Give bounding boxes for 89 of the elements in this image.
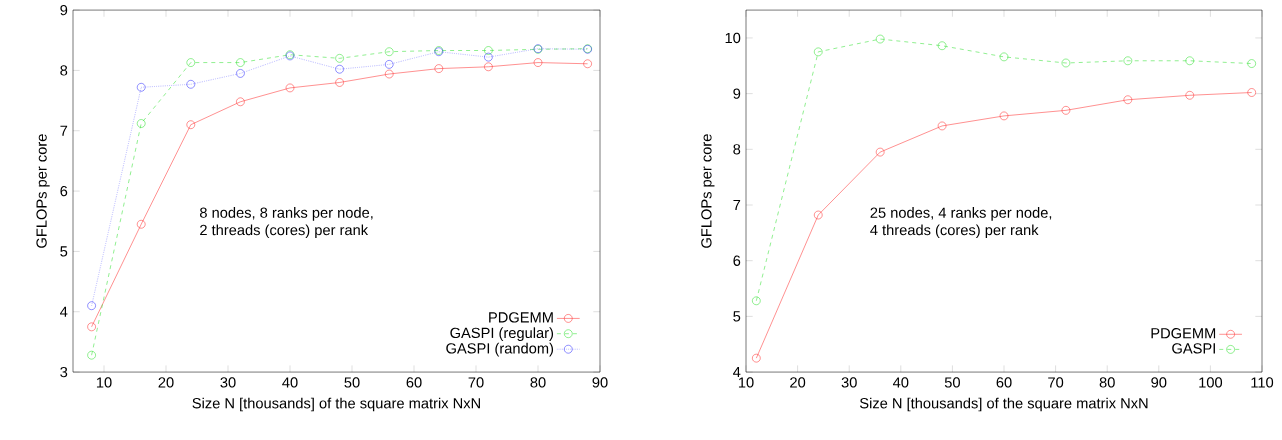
point: [999, 52, 1009, 62]
x-tick-label: 70: [1048, 377, 1064, 388]
x-tick-label: 60: [406, 377, 422, 388]
x-tick-label: 90: [592, 377, 608, 388]
point: [1247, 59, 1256, 68]
y-tick-label: 4: [733, 367, 741, 378]
point: [384, 47, 394, 56]
y-tick-label: 6: [60, 185, 68, 197]
point: [813, 210, 823, 220]
y-tick-label: 7: [60, 125, 68, 136]
x-tick-label: 90: [1151, 377, 1167, 388]
point: [236, 69, 245, 78]
y-axis-title: GFLOPs per core: [36, 134, 50, 248]
point: [186, 79, 196, 89]
y-tick-label: 3: [60, 366, 68, 378]
x-tick-label: 50: [344, 377, 360, 388]
legend-label: GASPI (regular): [450, 327, 554, 341]
point: [1185, 56, 1195, 66]
point: [335, 78, 344, 87]
point: [87, 322, 96, 332]
annotation: 8 nodes, 8 ranks per node,: [200, 207, 373, 221]
point: [136, 83, 146, 92]
point: [434, 64, 444, 73]
x-tick-label: 110: [1251, 377, 1274, 388]
legend-label: PDGEMM: [489, 312, 553, 323]
point: [1185, 91, 1195, 100]
point: [937, 121, 947, 131]
point: [87, 350, 96, 360]
point: [335, 54, 344, 63]
x-tick-label: 10: [96, 377, 112, 388]
point: [875, 147, 885, 157]
y-tick-label: 6: [733, 255, 741, 266]
x-tick-label: 70: [468, 377, 484, 388]
point: [533, 58, 543, 67]
point: [136, 119, 146, 128]
y-axis-title: GFLOPs per core: [701, 134, 715, 248]
annotation: 25 nodes, 4 ranks per node,: [870, 207, 1052, 221]
x-tick-label: 30: [220, 377, 236, 388]
point: [384, 69, 394, 79]
x-axis-title: Size N [thousands] of the square matrix NxN: [192, 397, 480, 412]
point: [136, 219, 146, 229]
annotation: 2 threads (cores) per rank: [200, 224, 369, 239]
x-axis-title: Size N [thousands] of the square matrix NxN: [859, 397, 1148, 412]
y-tick-label: 8: [60, 65, 68, 76]
annotation: 4 threads (cores) per rank: [870, 224, 1039, 239]
point: [583, 59, 592, 69]
point: [1123, 95, 1133, 104]
legend-label: PDGEMM: [1151, 328, 1216, 339]
x-tick-label: 80: [1099, 377, 1115, 388]
point: [384, 60, 394, 69]
point: [1247, 88, 1256, 97]
point: [186, 58, 196, 67]
y-tick-label: 9: [60, 4, 68, 16]
point: [813, 47, 823, 57]
x-tick-label: 40: [282, 377, 298, 388]
point: [1061, 58, 1071, 68]
legend-label: GASPI: [1172, 343, 1215, 354]
point: [875, 34, 885, 44]
point: [1123, 56, 1133, 66]
point: [999, 111, 1009, 121]
y-tick-label: 4: [60, 306, 68, 317]
y-tick-label: 9: [733, 88, 741, 99]
point: [1061, 106, 1071, 115]
y-tick-label: 10: [725, 32, 741, 44]
legend-label: GASPI (random): [446, 342, 554, 357]
point: [484, 52, 493, 62]
x-tick-label: 60: [996, 377, 1012, 388]
x-tick-label: 40: [892, 377, 909, 388]
point: [752, 296, 761, 306]
x-tick-label: 80: [530, 377, 546, 388]
point: [285, 83, 295, 93]
y-tick-label: 5: [733, 311, 741, 322]
point: [236, 58, 245, 67]
x-tick-label: 30: [841, 377, 857, 388]
point: [186, 120, 196, 129]
y-tick-label: 7: [733, 199, 741, 211]
point: [87, 301, 96, 310]
point: [752, 353, 761, 363]
y-tick-label: 5: [60, 246, 68, 257]
x-tick-label: 20: [790, 377, 806, 388]
point: [236, 97, 245, 107]
x-tick-label: 20: [158, 377, 174, 388]
x-tick-label: 50: [944, 377, 960, 388]
x-tick-label: 100: [1199, 377, 1223, 388]
point: [484, 46, 493, 55]
y-tick-label: 8: [733, 144, 741, 155]
point: [335, 64, 344, 74]
point: [937, 41, 947, 50]
point: [484, 62, 493, 72]
